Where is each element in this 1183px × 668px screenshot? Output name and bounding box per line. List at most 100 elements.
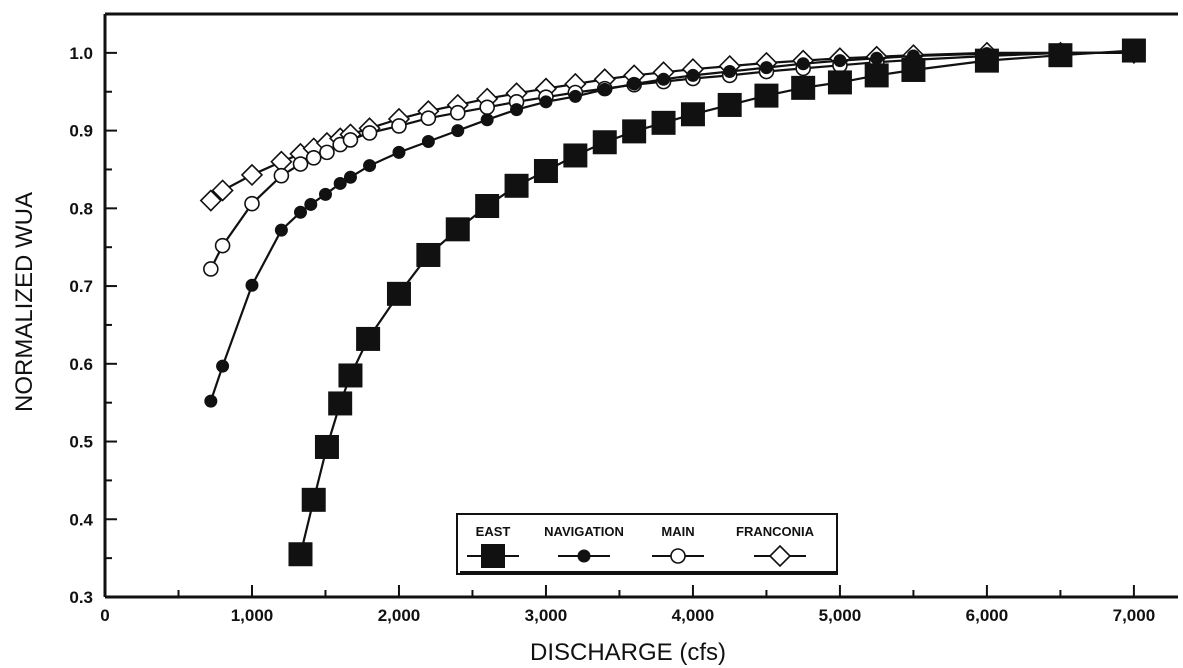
data-point: [864, 63, 889, 88]
legend-box: [456, 513, 838, 575]
x-tick-label: 4,000: [672, 606, 715, 625]
data-point: [480, 113, 494, 127]
data-point: [568, 89, 582, 103]
y-tick-label: 0.5: [69, 433, 93, 452]
data-point: [1121, 38, 1146, 63]
data-point: [199, 189, 222, 212]
data-point: [598, 82, 612, 96]
data-point: [240, 163, 264, 187]
data-point: [288, 542, 313, 567]
legend-label-east: EAST: [476, 524, 511, 539]
data-point: [504, 173, 529, 198]
data-point: [391, 118, 407, 134]
data-point: [539, 95, 553, 109]
data-point: [833, 54, 847, 68]
y-tick-label: 0.3: [69, 588, 93, 607]
data-point: [328, 391, 353, 416]
x-tick-label: 0: [100, 606, 109, 625]
data-point: [592, 130, 617, 155]
series-layer: [199, 38, 1146, 567]
legend-marker-franconia: [768, 544, 792, 568]
data-point: [1048, 43, 1073, 68]
data-point: [451, 124, 465, 138]
data-point: [386, 281, 411, 306]
data-point: [416, 242, 441, 267]
data-point: [211, 179, 234, 202]
data-point: [827, 70, 852, 95]
data-point: [510, 103, 524, 117]
axes: 0 1,000 2,000 3,000 4,000 5,000 6,000 7,000 0.3 0…: [69, 12, 1178, 625]
data-point: [657, 72, 671, 86]
data-point: [245, 278, 259, 292]
data-point: [342, 132, 359, 148]
data-point: [273, 167, 290, 184]
data-point: [686, 68, 700, 82]
series-navigation: [204, 46, 1141, 408]
x-tick-label: 6,000: [966, 606, 1009, 625]
data-point: [392, 145, 406, 159]
data-point: [333, 176, 347, 190]
data-point: [274, 223, 288, 237]
data-point: [870, 51, 884, 65]
data-point: [363, 159, 377, 173]
data-point: [901, 57, 926, 82]
data-point: [475, 194, 500, 219]
x-tick-label: 3,000: [525, 606, 568, 625]
x-tick-label: 7,000: [1113, 606, 1156, 625]
data-point: [301, 487, 326, 512]
data-point: [479, 99, 495, 116]
series-line: [209, 51, 1134, 270]
x-tick-label: 2,000: [378, 606, 421, 625]
data-point: [318, 187, 332, 201]
x-tick-label: 1,000: [231, 606, 274, 625]
y-tick-label: 0.6: [69, 355, 93, 374]
data-point: [293, 205, 307, 219]
y-tick-label: 1.0: [69, 44, 93, 63]
data-point: [305, 150, 322, 166]
data-point: [627, 77, 641, 91]
legend-marker-main: [670, 548, 686, 564]
data-point: [754, 83, 779, 108]
legend-label-navigation: NAVIGATION: [544, 524, 624, 539]
data-point: [338, 363, 363, 388]
y-tick-label: 0.9: [69, 122, 93, 141]
data-point: [796, 57, 810, 71]
data-point: [759, 61, 773, 75]
legend: EAST NAVIGATION MAIN FRANCONIA: [456, 513, 838, 575]
data-point: [563, 143, 588, 168]
legend-marker-navigation: [577, 549, 591, 563]
y-axis-title: NORMALIZED WUA: [11, 192, 38, 412]
series-east: [288, 38, 1146, 567]
data-point: [292, 156, 309, 172]
data-point: [203, 261, 219, 277]
data-point: [356, 326, 381, 351]
series-line: [209, 51, 1134, 402]
legend-label-franconia: FRANCONIA: [736, 524, 815, 539]
data-point: [361, 125, 378, 141]
data-point: [244, 195, 260, 212]
series-line: [299, 49, 1134, 555]
data-point: [204, 394, 218, 408]
data-point: [216, 359, 230, 373]
x-tick-label: 5,000: [819, 606, 862, 625]
data-point: [723, 65, 737, 79]
series-main: [203, 45, 1142, 277]
data-point: [445, 217, 470, 242]
data-point: [343, 170, 357, 184]
y-tick-label: 0.7: [69, 277, 93, 296]
legend-marker-east: [481, 544, 505, 568]
data-point: [533, 159, 558, 184]
data-point: [314, 434, 339, 459]
data-point: [421, 134, 435, 148]
data-point: [304, 197, 318, 211]
data-point: [651, 110, 676, 135]
x-axis-title: DISCHARGE (cfs): [530, 639, 726, 666]
y-tick-label: 0.4: [69, 510, 93, 529]
data-point: [717, 92, 742, 117]
data-point: [449, 104, 466, 121]
data-point: [319, 144, 335, 161]
data-point: [791, 75, 816, 100]
data-point: [680, 102, 705, 127]
data-point: [974, 48, 999, 73]
